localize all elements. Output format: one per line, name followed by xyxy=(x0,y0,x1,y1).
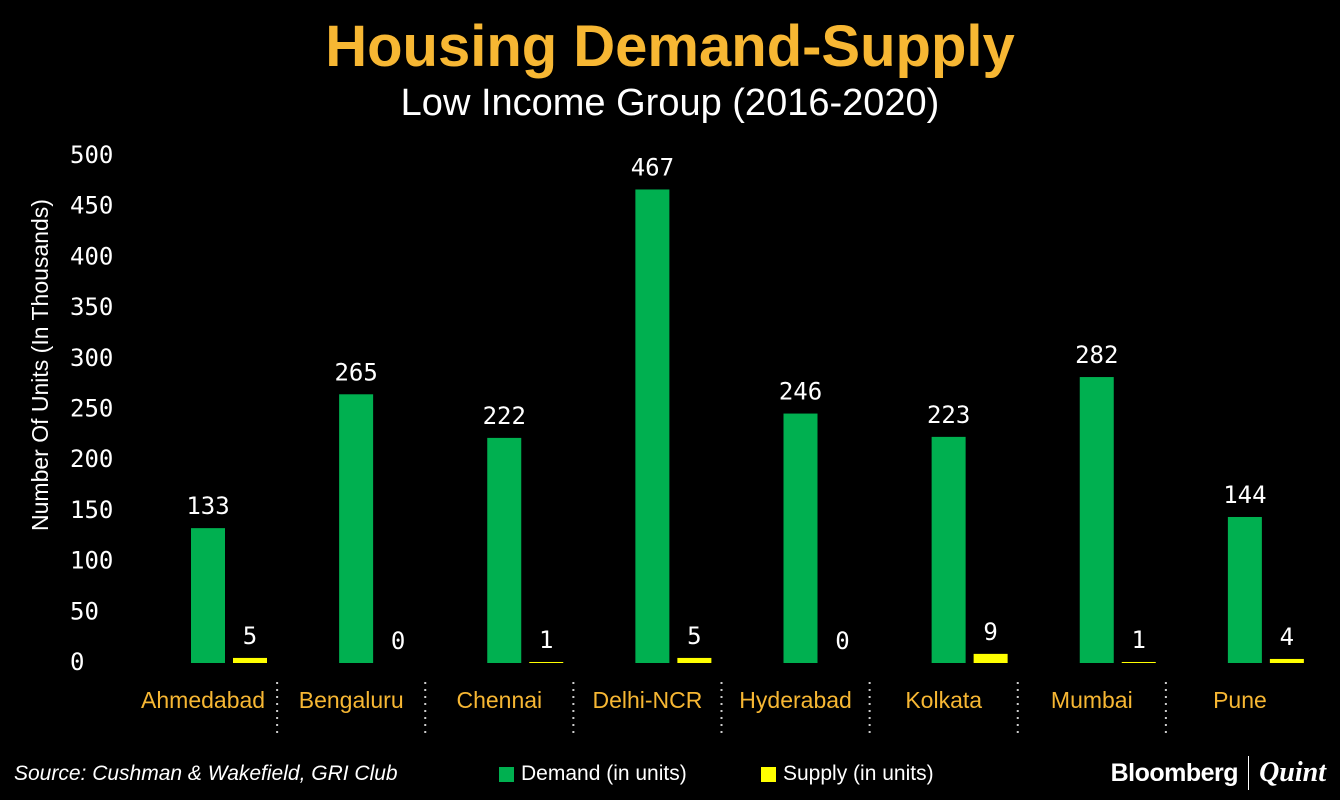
supply-bar xyxy=(529,661,564,663)
demand-bar xyxy=(931,436,966,663)
category-label: Kolkata xyxy=(905,687,982,713)
brand-quint: Quint xyxy=(1259,757,1326,788)
y-tick-label: 200 xyxy=(70,445,113,473)
y-axis-title: Number Of Units (In Thousands) xyxy=(27,199,53,531)
supply-value-label: 0 xyxy=(835,627,849,655)
legend-label-demand: Demand (in units) xyxy=(521,762,687,785)
brand-logo: Bloomberg Quint xyxy=(1111,756,1326,790)
demand-bar xyxy=(191,528,225,663)
y-tick-label: 400 xyxy=(70,242,113,270)
chart-title: Housing Demand-Supply xyxy=(325,14,1015,79)
demand-value-label: 144 xyxy=(1223,481,1266,509)
demand-bar xyxy=(635,189,670,663)
y-tick-label: 0 xyxy=(70,648,84,676)
supply-value-label: 1 xyxy=(539,626,553,654)
category-label: Chennai xyxy=(456,687,542,713)
demand-value-label: 265 xyxy=(334,358,377,386)
source-note: Source: Cushman & Wakefield, GRI Club xyxy=(14,762,398,785)
supply-value-label: 5 xyxy=(243,622,257,650)
category-label: Pune xyxy=(1213,687,1267,713)
y-tick-label: 500 xyxy=(70,141,113,169)
demand-bar xyxy=(1227,516,1262,663)
legend-swatch-supply xyxy=(761,766,776,782)
supply-value-label: 4 xyxy=(1280,623,1294,651)
legend-swatch-demand xyxy=(499,766,514,782)
demand-bar xyxy=(783,413,818,663)
category-label: Delhi-NCR xyxy=(592,687,702,713)
demand-value-label: 223 xyxy=(927,401,970,429)
demand-value-label: 282 xyxy=(1075,341,1118,369)
supply-value-label: 9 xyxy=(983,618,997,646)
supply-bar xyxy=(973,653,1008,663)
y-tick-label: 300 xyxy=(70,344,113,372)
supply-bar xyxy=(677,657,712,663)
demand-bar xyxy=(487,437,522,663)
brand-bloomberg: Bloomberg xyxy=(1110,758,1239,787)
y-tick-label: 450 xyxy=(70,192,113,220)
legend-item-demand: Demand (in units) xyxy=(499,762,687,786)
supply-bar xyxy=(1121,661,1156,663)
y-tick-label: 50 xyxy=(70,597,99,625)
supply-value-label: 1 xyxy=(1132,626,1146,654)
supply-bar xyxy=(233,657,267,663)
y-tick-label: 150 xyxy=(70,496,113,524)
supply-value-label: 0 xyxy=(391,627,405,655)
demand-bar xyxy=(339,394,374,663)
y-tick-label: 100 xyxy=(70,547,113,575)
chart-subtitle: Low Income Group (2016-2020) xyxy=(400,82,940,124)
supply-value-label: 5 xyxy=(687,622,701,650)
category-label: Ahmedabad xyxy=(141,687,265,713)
legend-item-supply: Supply (in units) xyxy=(761,762,934,786)
y-tick-label: 350 xyxy=(70,293,113,321)
demand-value-label: 133 xyxy=(186,492,229,520)
category-label: Bengaluru xyxy=(299,687,404,713)
demand-bar xyxy=(1079,377,1114,663)
demand-value-label: 467 xyxy=(631,153,674,181)
demand-value-label: 222 xyxy=(483,402,526,430)
legend-label-supply: Supply (in units) xyxy=(783,762,934,785)
category-label: Hyderabad xyxy=(739,687,852,713)
category-label: Mumbai xyxy=(1051,687,1133,713)
supply-bar xyxy=(1269,658,1304,663)
brand-divider xyxy=(1248,756,1250,790)
demand-value-label: 246 xyxy=(779,378,822,406)
y-tick-label: 250 xyxy=(70,395,113,423)
